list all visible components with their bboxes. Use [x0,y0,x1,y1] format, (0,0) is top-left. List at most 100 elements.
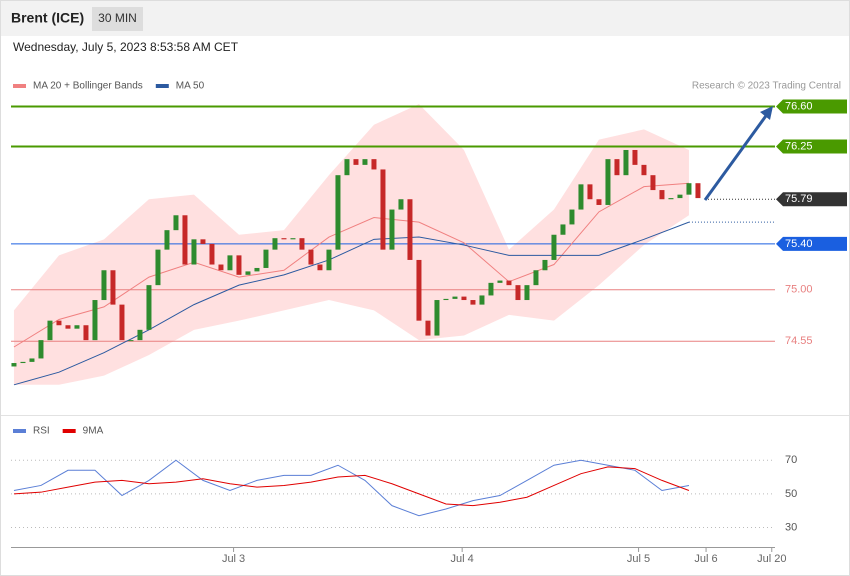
candle [632,149,638,165]
candle [434,300,440,336]
interval[interactable]: 30 MIN [98,11,137,25]
forecast-arrow [703,112,770,201]
candle [101,270,107,301]
candle [470,300,476,305]
level-label: 74.55 [785,335,813,347]
candle [587,184,593,200]
candle [47,320,53,341]
timestamp: Wednesday, July 5, 2023 8:53:58 AM CET [13,40,239,54]
candle [461,296,467,301]
candle [191,239,197,265]
legend-swatch [13,429,26,433]
candle [263,249,269,268]
level-tag [776,99,847,114]
x-tick-label: Jul 20 [757,553,786,565]
candle [551,234,557,260]
candle [686,183,692,195]
level-tag [776,139,847,154]
ma-line [13,221,690,386]
y-tick-label: 70 [785,454,797,466]
candle [119,304,125,341]
candle [569,209,575,225]
candle [200,239,206,244]
candle [209,243,215,265]
candle [614,159,620,176]
candle [650,175,656,191]
candle [371,159,377,170]
candle [335,175,341,250]
candle [596,199,602,205]
candle [56,320,62,326]
candle [380,169,386,250]
candle [695,183,701,199]
symbol: Brent (ICE) [11,10,84,26]
candle [641,164,647,176]
y-tick-label: 30 [785,521,797,533]
candle [290,238,296,240]
candle [245,271,251,275]
candle [317,264,323,271]
candle [83,325,89,341]
candle [38,340,44,359]
candle [443,298,449,301]
candle [479,295,485,305]
candle [11,363,17,367]
candle [182,215,188,265]
level-label: 75.00 [785,284,813,296]
candle [560,224,566,235]
candle [155,249,161,286]
level-label: 75.79 [785,193,813,205]
candle [659,190,665,200]
candle [605,159,611,205]
candle [488,282,494,296]
candle [236,255,242,275]
bollinger-band [13,104,689,385]
candle [542,259,548,271]
x-tick-label: Jul 6 [694,553,717,565]
candle [173,215,179,231]
candle [146,285,152,330]
candle [506,280,512,286]
legend-swatch [13,84,26,88]
candle [623,149,629,176]
candle [398,199,404,210]
candle [533,270,539,286]
forecast-arrowhead [760,106,773,120]
candle [326,249,332,271]
candle [92,300,98,341]
candle [362,159,368,165]
candle [452,296,458,299]
rsi-line [13,459,690,517]
candle [497,280,503,283]
candle [308,249,314,265]
candle [164,230,170,250]
candle [389,209,395,250]
legend-label: RSI [33,426,50,437]
level-label: 76.60 [785,100,813,112]
candle [668,198,674,200]
legend-swatch [155,84,169,88]
interval-box[interactable] [92,7,143,31]
x-tick-label: Jul 3 [222,553,245,565]
candle [65,325,71,329]
legend-label: 9MA [83,426,104,437]
candle [20,361,26,364]
candle [407,199,413,260]
candle [74,325,80,329]
level-label: 75.40 [785,238,813,250]
ma-line [13,182,689,348]
credit: Research © 2023 Trading Central [692,81,841,92]
candle [515,285,521,301]
candle [578,184,584,210]
candle [281,238,287,240]
candle [29,358,35,362]
candle [524,285,530,301]
candle [128,340,134,342]
legend-label: MA 20 + Bollinger Bands [33,81,143,92]
level-label: 76.25 [785,140,813,152]
level-tag [776,236,847,251]
candle [254,267,260,272]
level-tag [776,192,847,207]
